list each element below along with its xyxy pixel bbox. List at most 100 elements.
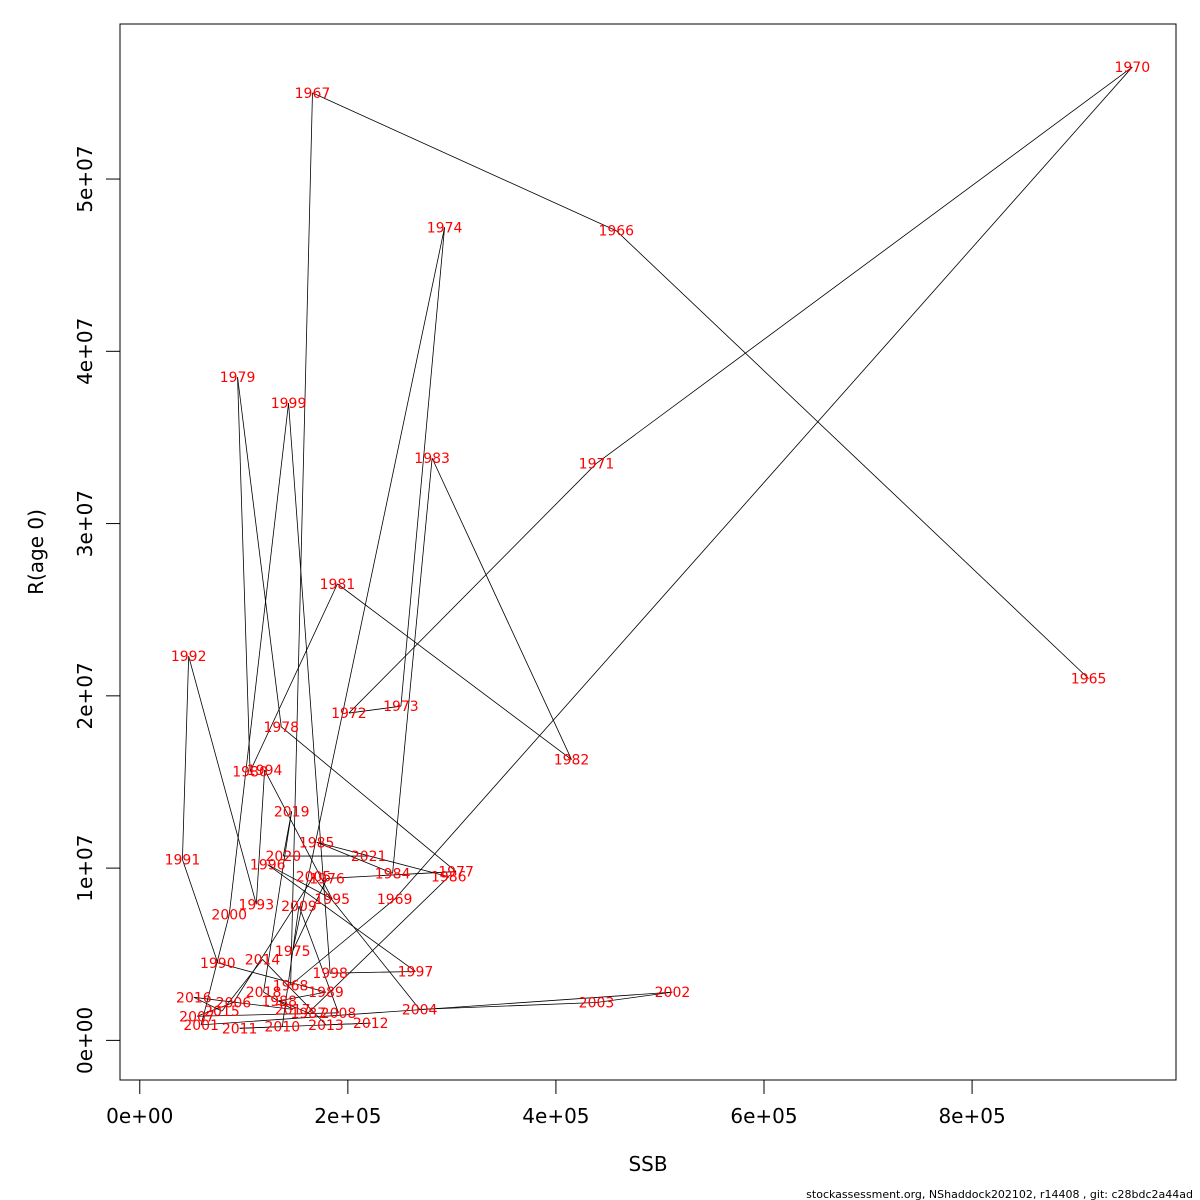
point-label-1982: 1982 xyxy=(554,753,590,769)
trajectory-segment-2012-2013 xyxy=(325,1022,371,1026)
point-label-1985: 1985 xyxy=(299,835,335,851)
point-label-1967: 1967 xyxy=(295,86,331,102)
trajectory-segment-2016-2017 xyxy=(193,996,293,1010)
point-label-2020: 2020 xyxy=(266,849,302,865)
x-axis-title: SSB xyxy=(628,1152,667,1176)
trajectory-segment-1968-1969 xyxy=(290,898,395,986)
trajectory-segment-1974-1975 xyxy=(292,227,445,951)
point-label-1991: 1991 xyxy=(165,852,201,868)
point-label-2017: 2017 xyxy=(275,1002,311,1018)
trajectory-segment-1993-1994 xyxy=(255,769,266,905)
point-label-1992: 1992 xyxy=(171,649,207,665)
trajectory-segment-2009-2010 xyxy=(281,905,300,1027)
plot-frame xyxy=(119,23,1177,1081)
point-label-1980: 1980 xyxy=(232,765,268,781)
point-label-1969: 1969 xyxy=(377,892,413,908)
point-label-2018: 2018 xyxy=(246,985,282,1001)
trajectory-segment-1983-1984 xyxy=(392,458,433,874)
trajectory-segment-2000-2001 xyxy=(200,914,230,1025)
point-label-2000: 2000 xyxy=(211,908,247,924)
point-label-1988: 1988 xyxy=(261,994,297,1010)
trajectory-segment-1990-1991 xyxy=(182,859,219,963)
y-axis: 0e+00 1e+07 2e+07 3e+07 4e+07 5e+07 xyxy=(73,145,121,1074)
trajectory-segment-1969-1970 xyxy=(394,66,1133,900)
x-axis: 0e+00 2e+05 4e+05 6e+05 8e+05 xyxy=(106,1079,1006,1128)
trajectory-segment-1994-1995 xyxy=(264,769,333,900)
trajectory-segment-1975-1976 xyxy=(292,878,328,951)
y-tick-label-3: 3e+07 xyxy=(73,490,97,557)
point-label-1995: 1995 xyxy=(314,892,350,908)
point-label-2010: 2010 xyxy=(264,1020,300,1036)
point-label-2005: 2005 xyxy=(296,870,332,886)
point-label-1986: 1986 xyxy=(431,870,467,886)
trajectory-segment-1999-2000 xyxy=(228,402,289,915)
point-label-2009: 2009 xyxy=(281,899,317,915)
x-tick-label-2: 4e+05 xyxy=(522,1104,589,1128)
trajectory-segment-1965-1966 xyxy=(615,230,1089,679)
y-tick-label-4: 4e+07 xyxy=(73,318,97,385)
y-tick-label-2: 2e+07 xyxy=(73,662,97,729)
point-label-1971: 1971 xyxy=(579,456,615,472)
trajectory-segment-1971-1972 xyxy=(348,463,597,714)
point-label-1976: 1976 xyxy=(309,871,345,887)
point-label-1978: 1978 xyxy=(263,720,299,736)
point-label-1998: 1998 xyxy=(312,966,348,982)
trajectory-segment-2003-2004 xyxy=(419,1002,597,1010)
point-label-1968: 1968 xyxy=(273,978,309,994)
trajectory-segment-1995-1996 xyxy=(267,864,333,900)
x-tick-label-1: 2e+05 xyxy=(314,1104,381,1128)
trajectory-segment-1977-1978 xyxy=(281,726,457,872)
trajectory-segment-2008-2009 xyxy=(298,905,339,1013)
point-label-1972: 1972 xyxy=(331,706,367,722)
point-label-1981: 1981 xyxy=(320,577,356,593)
point-label-2006: 2006 xyxy=(216,995,252,1011)
trajectory-segment-2014-2015 xyxy=(221,959,263,1012)
point-label-1990: 1990 xyxy=(200,956,236,972)
point-label-1975: 1975 xyxy=(275,944,311,960)
point-label-2004: 2004 xyxy=(402,1002,438,1018)
point-label-1966: 1966 xyxy=(598,224,634,240)
trajectory-segment-1987-1988 xyxy=(279,1000,309,1014)
point-label-2003: 2003 xyxy=(579,995,615,1011)
footer-note: stockassessment.org, NShaddock202102, r1… xyxy=(806,1188,1193,1200)
trajectory-segment-1989-1990 xyxy=(217,962,327,993)
point-label-2021: 2021 xyxy=(351,849,387,865)
x-tick-label-0: 0e+00 xyxy=(106,1104,173,1128)
point-label-1965: 1965 xyxy=(1071,672,1107,688)
point-label-2001: 2001 xyxy=(183,1018,219,1034)
point-label-1983: 1983 xyxy=(414,451,450,467)
trajectory-segment-1972-1973 xyxy=(348,705,401,714)
trajectory-segment-2004-2005 xyxy=(313,876,420,1010)
y-tick-label-1: 1e+07 xyxy=(73,834,97,901)
trajectory-segment-1970-1971 xyxy=(596,66,1133,464)
point-label-1974: 1974 xyxy=(427,220,463,236)
trajectory-segment-2002-2003 xyxy=(596,991,673,1003)
year-labels: 1965 1966 1967 1968 1969 1970 1971 1972 1973 1974… xyxy=(165,60,1151,1037)
point-label-1987: 1987 xyxy=(290,1006,326,1022)
point-label-1994: 1994 xyxy=(247,763,283,779)
point-label-1993: 1993 xyxy=(238,897,274,913)
trajectory-segment-1978-1979 xyxy=(237,377,282,727)
point-label-2002: 2002 xyxy=(655,985,691,1001)
trajectory-segment-2018-2019 xyxy=(263,811,293,993)
point-label-2013: 2013 xyxy=(308,1018,344,1034)
point-label-1999: 1999 xyxy=(271,396,307,412)
trajectory-segment-1966-1967 xyxy=(312,92,617,232)
trajectory-segment-1996-1997 xyxy=(267,864,416,972)
point-label-2007: 2007 xyxy=(179,1009,215,1025)
y-tick-label-5: 5e+07 xyxy=(73,145,97,212)
point-label-1970: 1970 xyxy=(1114,60,1150,76)
trajectory-segment-1981-1982 xyxy=(337,583,572,760)
point-label-2014: 2014 xyxy=(245,952,281,968)
y-tick-label-0: 0e+00 xyxy=(73,1007,97,1074)
y-axis-title: R(age 0) xyxy=(24,509,48,595)
trajectory-line xyxy=(182,66,1133,1029)
trajectory-segment-2017-2018 xyxy=(263,991,293,1010)
point-label-1977: 1977 xyxy=(438,865,474,881)
trajectory-segment-1997-1998 xyxy=(330,971,416,974)
point-label-2012: 2012 xyxy=(353,1016,389,1032)
point-label-2016: 2016 xyxy=(176,990,212,1006)
trajectory-segment-1991-1992 xyxy=(182,656,190,860)
point-label-1996: 1996 xyxy=(250,858,286,874)
point-label-2019: 2019 xyxy=(274,804,310,820)
